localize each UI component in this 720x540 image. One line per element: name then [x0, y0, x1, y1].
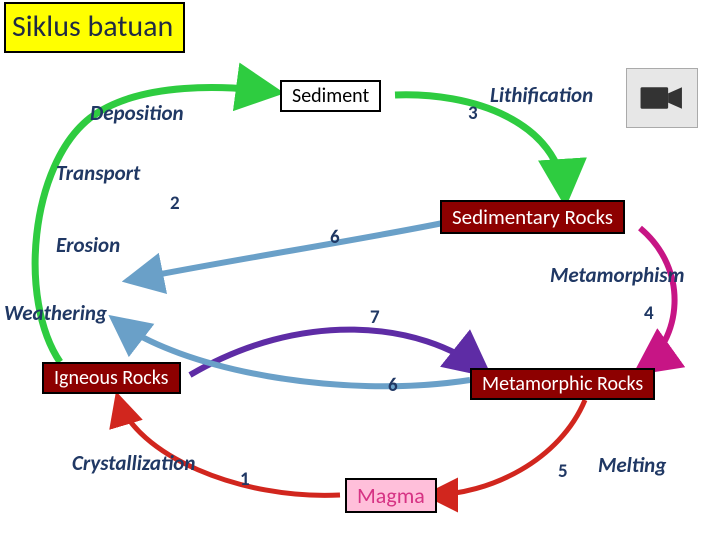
label-metamorphism: Metamorphism — [550, 262, 684, 288]
node-igneous: Igneous Rocks — [42, 362, 181, 394]
node-magma: Magma — [345, 478, 437, 513]
number-6b: 6 — [388, 374, 398, 397]
node-sedimentary: Sedimentary Rocks — [440, 200, 625, 234]
label-crystallization: Crystallization — [72, 450, 195, 476]
number-6a: 6 — [330, 226, 340, 249]
label-weathering: Weathering — [4, 300, 107, 326]
label-lithification: Lithification — [490, 82, 593, 108]
arrow-igneous-to-metamorphic — [190, 330, 485, 375]
number-5: 5 — [558, 460, 568, 483]
node-metamorphic: Metamorphic Rocks — [470, 368, 655, 400]
camera-icon — [626, 68, 698, 128]
page-title: Siklus batuan — [4, 2, 185, 53]
node-sediment: Sediment — [280, 80, 381, 112]
number-3: 3 — [468, 102, 478, 125]
arrow-sediment-to-sedimentary — [395, 95, 565, 198]
label-transport: Transport — [56, 160, 140, 186]
label-deposition: Deposition — [90, 100, 184, 126]
arrow-sedimentary-to-process — [130, 222, 448, 280]
number-4: 4 — [644, 302, 654, 325]
label-erosion: Erosion — [56, 232, 120, 258]
arrow-magma-to-igneous — [118, 398, 340, 495]
arrow-sedimentary-to-metamorphic — [640, 228, 675, 370]
number-1: 1 — [240, 468, 250, 491]
label-melting: Melting — [598, 452, 666, 478]
number-2: 2 — [170, 192, 180, 215]
number-7: 7 — [370, 306, 380, 329]
